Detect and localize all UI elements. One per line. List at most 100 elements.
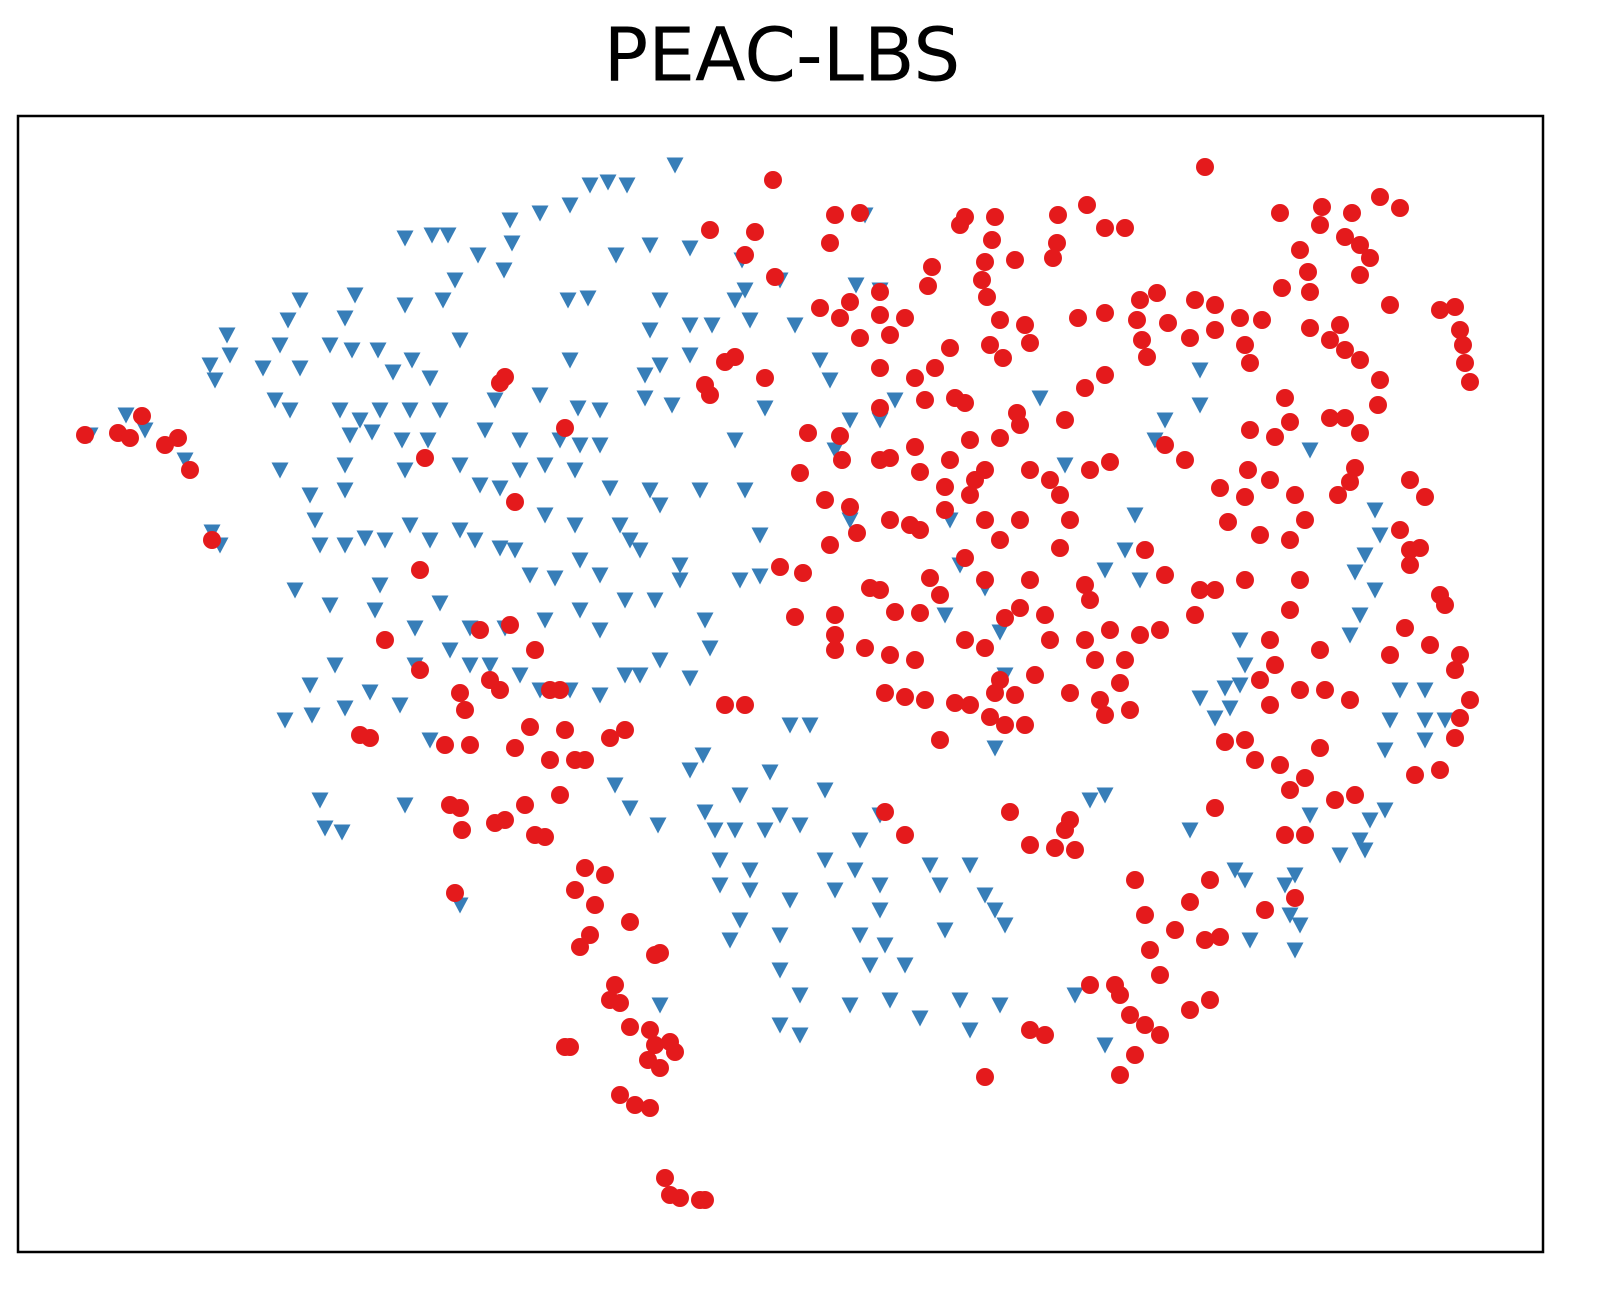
- point: [1021, 461, 1039, 479]
- point: [591, 622, 609, 639]
- point: [771, 558, 789, 576]
- point: [756, 822, 774, 839]
- point: [651, 357, 669, 374]
- point: [1351, 351, 1369, 369]
- point: [841, 412, 859, 429]
- point: [1206, 321, 1224, 339]
- point: [336, 700, 354, 717]
- point: [1301, 319, 1319, 337]
- point: [1111, 674, 1129, 692]
- point: [1236, 731, 1254, 749]
- point: [711, 852, 729, 869]
- point: [1376, 802, 1394, 819]
- point: [833, 451, 851, 469]
- point: [671, 1189, 689, 1207]
- point: [851, 204, 869, 222]
- point: [641, 482, 659, 499]
- point: [434, 292, 452, 309]
- point: [1231, 309, 1249, 327]
- point: [271, 337, 289, 354]
- point: [1416, 732, 1434, 749]
- point: [121, 429, 139, 447]
- point: [996, 609, 1014, 627]
- point: [811, 352, 829, 369]
- point: [1251, 671, 1269, 689]
- point: [451, 522, 469, 539]
- point: [1381, 712, 1399, 729]
- point: [291, 292, 309, 309]
- point: [771, 1017, 789, 1034]
- point: [646, 1036, 664, 1054]
- point: [871, 902, 889, 919]
- point: [369, 342, 387, 359]
- point: [1091, 691, 1109, 709]
- point: [751, 568, 769, 585]
- point: [1276, 389, 1294, 407]
- point: [826, 206, 844, 224]
- point: [681, 762, 699, 779]
- point: [1281, 601, 1299, 619]
- point: [1246, 751, 1264, 769]
- point: [983, 231, 1001, 249]
- point: [1076, 576, 1094, 594]
- point: [1051, 539, 1069, 557]
- point: [1191, 690, 1209, 707]
- point: [1061, 684, 1079, 702]
- point: [376, 631, 394, 649]
- point: [1096, 366, 1114, 384]
- point: [1049, 206, 1067, 224]
- point: [511, 667, 529, 684]
- point: [571, 437, 589, 454]
- point: [626, 1096, 644, 1114]
- point: [726, 432, 744, 449]
- point: [1036, 606, 1054, 624]
- point: [1336, 409, 1354, 427]
- point: [1186, 606, 1204, 624]
- point: [896, 826, 914, 844]
- point: [1236, 872, 1254, 889]
- point: [1201, 991, 1219, 1009]
- point: [961, 1022, 979, 1039]
- point: [1356, 547, 1374, 564]
- point: [1036, 1026, 1054, 1044]
- point: [561, 352, 579, 369]
- point: [419, 432, 437, 449]
- point: [1436, 712, 1454, 729]
- point: [1226, 862, 1244, 879]
- point: [1276, 826, 1294, 844]
- point: [741, 882, 759, 899]
- point: [1256, 901, 1274, 919]
- point: [986, 902, 1004, 919]
- point: [1159, 314, 1177, 332]
- point: [821, 536, 839, 554]
- point: [1371, 527, 1389, 544]
- point: [491, 681, 509, 699]
- point: [1056, 411, 1074, 429]
- point: [1311, 216, 1329, 234]
- point: [1396, 619, 1414, 637]
- point: [1346, 786, 1364, 804]
- point: [736, 482, 754, 499]
- point: [281, 402, 299, 419]
- point: [1261, 471, 1279, 489]
- point: [599, 174, 617, 191]
- point: [1311, 739, 1329, 757]
- point: [1151, 1026, 1169, 1044]
- point: [1011, 599, 1029, 617]
- point: [1121, 1006, 1139, 1024]
- point: [286, 582, 304, 599]
- point: [461, 657, 479, 674]
- point: [973, 271, 991, 289]
- point: [393, 432, 411, 449]
- point: [201, 357, 219, 374]
- point: [696, 612, 714, 629]
- point: [1261, 696, 1279, 714]
- point: [681, 347, 699, 364]
- point: [1096, 706, 1114, 724]
- point: [916, 691, 934, 709]
- point: [279, 312, 297, 329]
- point: [506, 542, 524, 559]
- point: [771, 962, 789, 979]
- point: [956, 394, 974, 412]
- point: [716, 696, 734, 714]
